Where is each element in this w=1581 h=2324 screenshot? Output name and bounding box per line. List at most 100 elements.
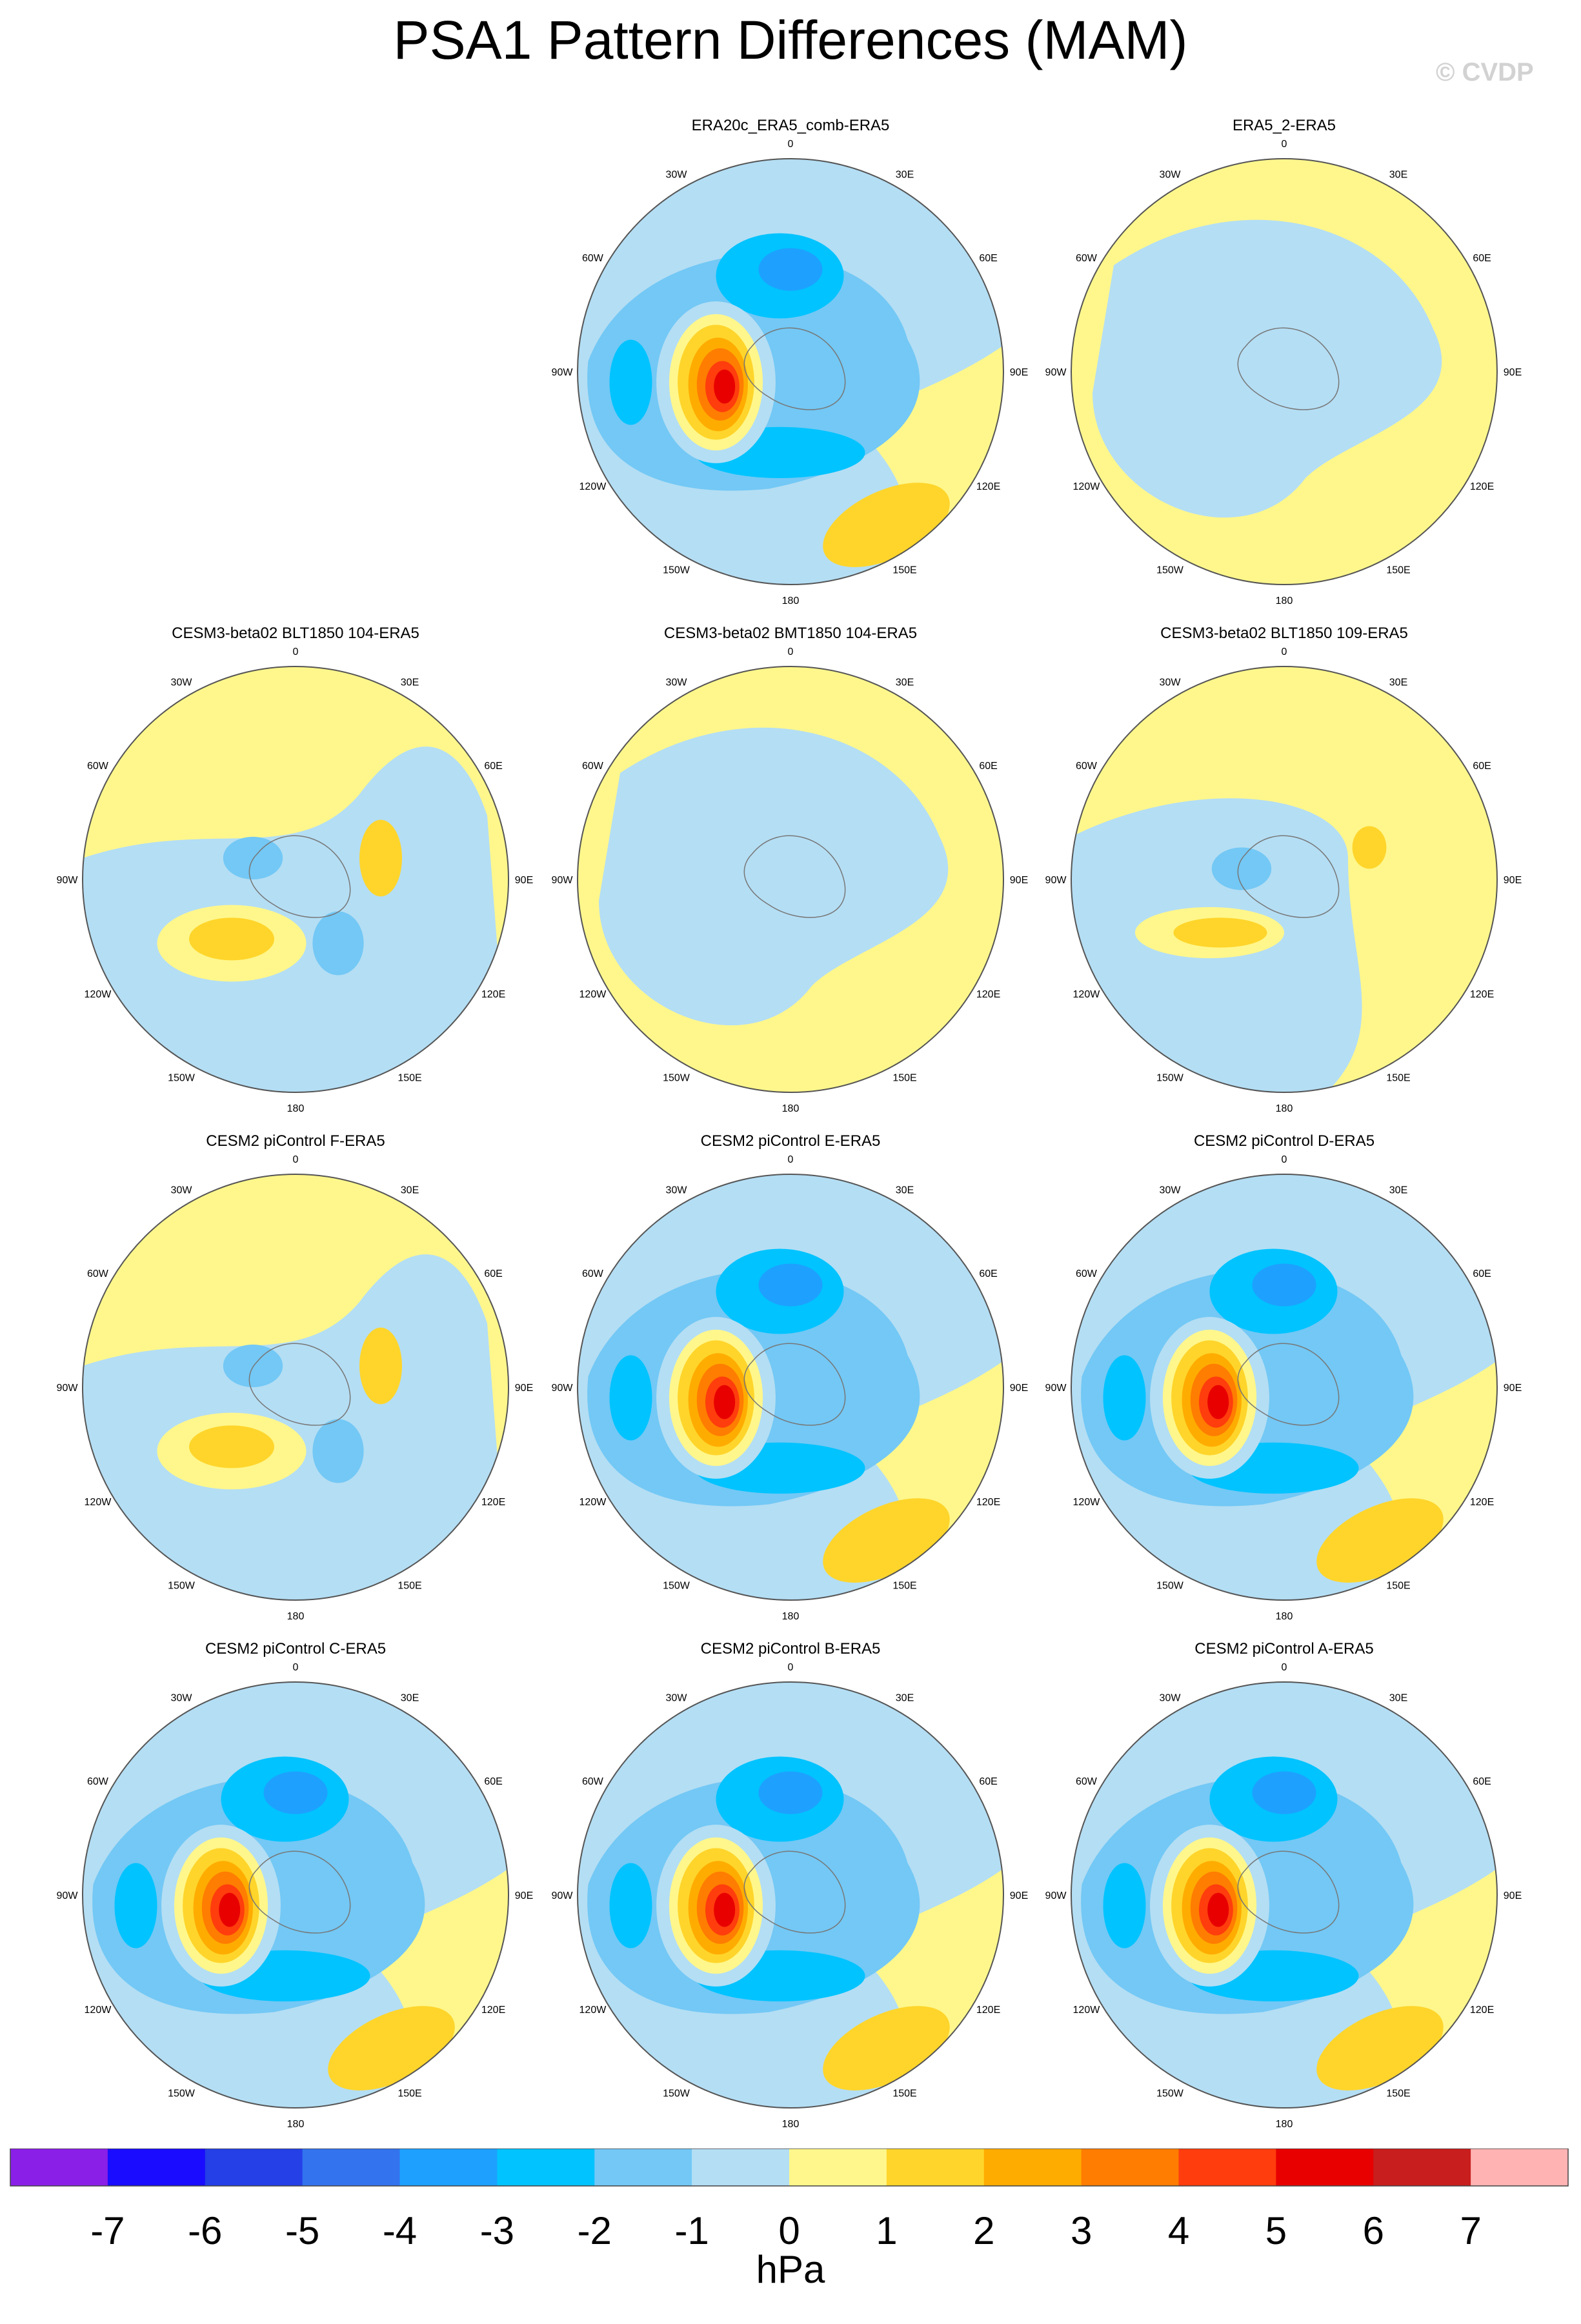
longitude-label: 150E [892,565,916,576]
longitude-label: 120E [481,2005,505,2016]
antarctica-coastline [743,327,846,410]
longitude-label: 150E [892,2089,916,2099]
colorbar-tick-label: 7 [1460,2209,1481,2252]
contour-field [578,1682,1003,2108]
longitude-label: 90E [1010,367,1028,378]
longitude-label: 150E [892,1073,916,1084]
longitude-label: 90E [1504,1383,1522,1394]
longitude-label: 0 [293,646,299,657]
colorbar-swatch [497,2149,595,2186]
longitude-label: 150E [1386,565,1410,576]
colorbar-swatch [1178,2149,1276,2186]
antarctica-coastline [1237,835,1340,918]
map-panel-era20c-era5-comb: ERA20c_ERA5_comb-ERA5 0 30E 60E 90E 120E 150E 1… [552,117,1029,606]
longitude-label: 60E [979,1268,997,1279]
longitude-label: 90E [515,1383,533,1394]
longitude-label: 0 [788,1662,794,1673]
longitude-label: 60E [1473,253,1491,264]
contour-field [83,1682,509,2108]
map-panel-cesm3-blt-104: CESM3-beta02 BLT1850 104-ERA5 0 30E 60E 90E 1… [57,625,534,1114]
colorbar-swatch [107,2149,206,2186]
map-panel-cesm2-f: CESM2 piControl F-ERA5 0 30E 60E 90E 120E 150E… [57,1132,534,1622]
longitude-label: 150W [663,565,690,576]
panel-title: CESM2 piControl B-ERA5 [701,1640,881,1658]
contour-field [1071,666,1497,1092]
longitude-label: 120W [1073,989,1101,1000]
colorbar-unit: hPa [756,2248,825,2291]
longitude-label: 180 [1276,1611,1293,1622]
panel-title: CESM2 piControl C-ERA5 [205,1640,386,1658]
contour-field [578,1174,1003,1600]
map-panel-cesm2-c: CESM2 piControl C-ERA5 0 30E 60E 90E 120E 150E… [57,1640,534,2129]
longitude-label: 180 [287,1103,305,1114]
longitude-label: 180 [1276,2119,1293,2129]
longitude-label: 150W [1156,2089,1184,2099]
longitude-label: 30W [1160,1185,1182,1196]
longitude-label: 60W [582,253,604,264]
longitude-label: 120W [579,989,607,1000]
longitude-label: 150E [398,2089,421,2099]
longitude-label: 150W [168,1581,196,1592]
longitude-label: 90E [1504,875,1522,886]
longitude-label: 180 [287,1611,305,1622]
longitude-label: 30W [1160,169,1182,180]
longitude-label: 90W [552,367,574,378]
panel-title: CESM3-beta02 BMT1850 104-ERA5 [664,625,917,642]
cvdp-watermark: © CVDP [1436,58,1534,86]
longitude-label: 30E [896,169,914,180]
colorbar-tick-label: 4 [1168,2209,1189,2252]
panel-title: CESM2 piControl E-ERA5 [701,1132,881,1150]
longitude-label: 120W [579,1497,607,1508]
contour-field [1071,1174,1497,1600]
longitude-label: 60E [484,1776,502,1787]
longitude-label: 60E [979,761,997,772]
longitude-label: 90W [1045,367,1067,378]
longitude-label: 90E [515,1890,533,1901]
map-boundary [82,666,509,1093]
longitude-label: 150W [663,1073,690,1084]
map-boundary [1071,666,1498,1093]
colorbar-swatch [399,2149,498,2186]
panel-title: CESM2 piControl A-ERA5 [1194,1640,1373,1658]
map-boundary [82,1681,509,2109]
longitude-label: 0 [788,646,794,657]
longitude-label: 30E [401,1185,419,1196]
page-title: PSA1 Pattern Differences (MAM) [393,10,1188,70]
longitude-label: 60W [87,1776,109,1787]
longitude-label: 30W [171,1692,193,1703]
panel-title: ERA20c_ERA5_comb-ERA5 [692,117,890,134]
longitude-label: 0 [788,139,794,150]
colorbar-tick-label: 6 [1363,2209,1384,2252]
colorbar-swatch [205,2149,303,2186]
longitude-label: 150W [663,1581,690,1592]
longitude-label: 90W [57,1890,79,1901]
longitude-label: 0 [788,1154,794,1165]
panel-grid: ERA20c_ERA5_comb-ERA5 0 30E 60E 90E 120E 150E 1… [57,117,1522,2129]
longitude-label: 30E [896,677,914,688]
map-boundary [1071,1174,1498,1601]
longitude-label: 30W [666,1692,688,1703]
longitude-label: 90E [1010,1890,1028,1901]
longitude-label: 120W [85,2005,112,2016]
longitude-label: 60W [582,761,604,772]
longitude-label: 90W [1045,875,1067,886]
longitude-label: 120W [579,2005,607,2016]
longitude-label: 60W [87,1268,109,1279]
contour-field [83,666,509,1092]
longitude-label: 120E [481,989,505,1000]
longitude-label: 180 [782,2119,800,2129]
longitude-label: 60W [1076,253,1098,264]
contour-field [578,666,1003,1092]
longitude-label: 150E [1386,2089,1410,2099]
longitude-label: 150E [398,1581,421,1592]
longitude-label: 0 [1282,646,1287,657]
longitude-label: 90E [1504,367,1522,378]
contour-field [83,1174,509,1600]
longitude-label: 120W [1073,1497,1101,1508]
colorbar-tick-label: 1 [876,2209,897,2252]
longitude-label: 150W [168,2089,196,2099]
longitude-label: 90W [1045,1890,1067,1901]
longitude-label: 120E [481,1497,505,1508]
map-boundary [82,1174,509,1601]
colorbar-tick-label: -5 [285,2209,319,2252]
